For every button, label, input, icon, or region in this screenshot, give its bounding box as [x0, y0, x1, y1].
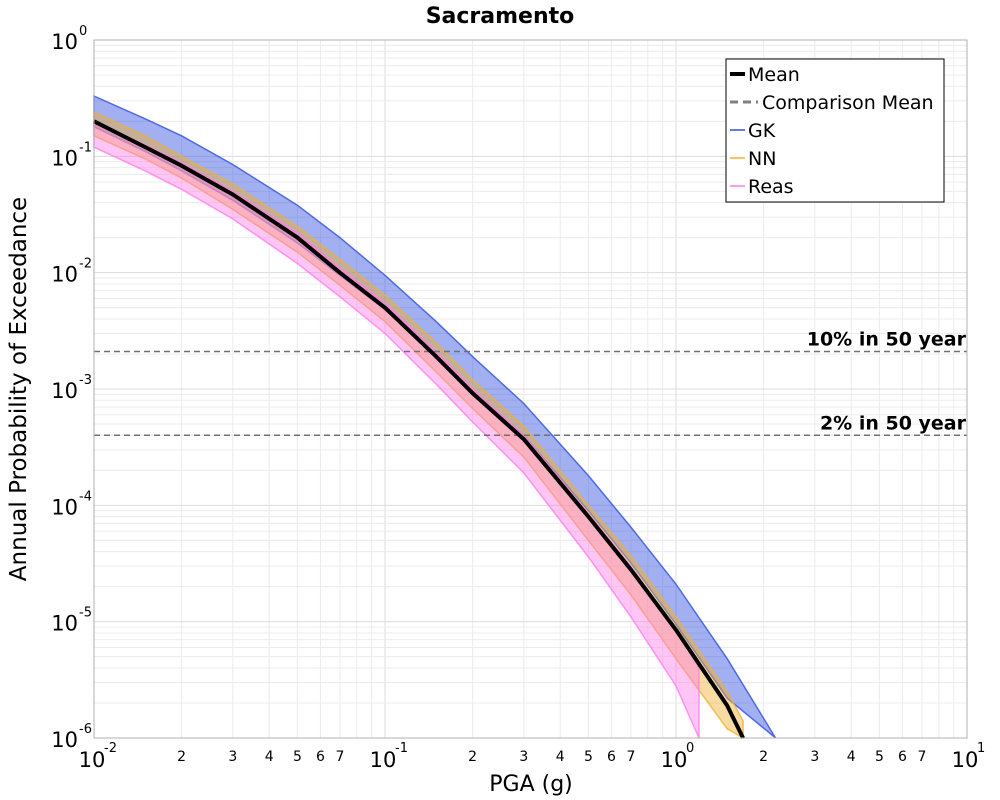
legend: Mean Comparison Mean GK NN Reas: [725, 58, 945, 203]
x-minor-tick-label: 4: [847, 749, 856, 765]
x-tick-exponent: 1: [977, 741, 985, 756]
x-minor-tick-label: 7: [626, 749, 635, 765]
x-tick-label: 10: [661, 748, 688, 772]
y-tick-label: 10: [51, 146, 78, 170]
legend-label: Mean: [748, 64, 800, 86]
x-tick-exponent: -2: [104, 741, 117, 756]
y-tick-label: 10: [51, 30, 78, 54]
x-minor-tick-label: 2: [468, 749, 477, 765]
x-axis-label: PGA (g): [489, 772, 573, 797]
band-gk: [93, 94, 777, 739]
x-tick-exponent: 0: [686, 741, 694, 756]
x-minor-tick-label: 4: [265, 749, 274, 765]
y-tick-exponent: -3: [79, 373, 92, 388]
x-tick-label: 10: [370, 748, 397, 772]
x-minor-tick-label: 7: [335, 749, 344, 765]
reference-label: 2% in 50 year: [820, 412, 967, 434]
x-tick-label: 10: [79, 748, 106, 772]
y-tick-exponent: 0: [79, 24, 87, 39]
y-tick-exponent: -5: [79, 606, 92, 621]
series-line-mean: [93, 119, 745, 739]
legend-label: GK: [748, 120, 776, 142]
x-minor-tick-label: 3: [810, 749, 819, 765]
x-minor-tick-label: 5: [584, 749, 593, 765]
x-minor-tick-label: 2: [759, 749, 768, 765]
y-tick-label: 10: [51, 379, 78, 403]
plot-frame: [93, 39, 968, 739]
x-minor-tick-label: 5: [293, 749, 302, 765]
x-tick-label: 10: [952, 748, 979, 772]
x-minor-tick-label: 6: [607, 749, 616, 765]
x-minor-tick-label: 7: [917, 749, 926, 765]
y-axis-label: Annual Probability of Exceedance: [6, 197, 32, 581]
legend-label: NN: [748, 148, 776, 170]
reference-label: 10% in 50 year: [807, 329, 967, 351]
x-minor-tick-label: 5: [875, 749, 884, 765]
x-minor-tick-label: 4: [556, 749, 565, 765]
legend-label: Comparison Mean: [762, 92, 934, 114]
x-minor-tick-label: 3: [519, 749, 528, 765]
y-tick-label: 10: [51, 263, 78, 287]
y-tick-label: 10: [51, 495, 78, 519]
x-minor-tick-label: 6: [316, 749, 325, 765]
y-tick-label: 10: [51, 728, 78, 752]
x-minor-tick-label: 2: [177, 749, 186, 765]
y-tick-exponent: -6: [79, 722, 92, 737]
chart-title: Sacramento: [426, 4, 575, 29]
y-tick-exponent: -2: [79, 257, 92, 272]
grid: [93, 40, 967, 739]
x-tick-exponent: -1: [395, 741, 408, 756]
x-minor-tick-label: 3: [228, 749, 237, 765]
reference-lines: 10% in 50 year 2% in 50 year: [94, 329, 967, 437]
x-minor-tick-label: 6: [898, 749, 907, 765]
y-tick-label: 10: [51, 612, 78, 636]
y-tick-exponent: -1: [79, 140, 92, 155]
legend-label: Reas: [748, 176, 794, 198]
series-lines: [93, 119, 745, 739]
y-tick-exponent: -4: [79, 489, 92, 504]
legend-box: [725, 58, 945, 203]
